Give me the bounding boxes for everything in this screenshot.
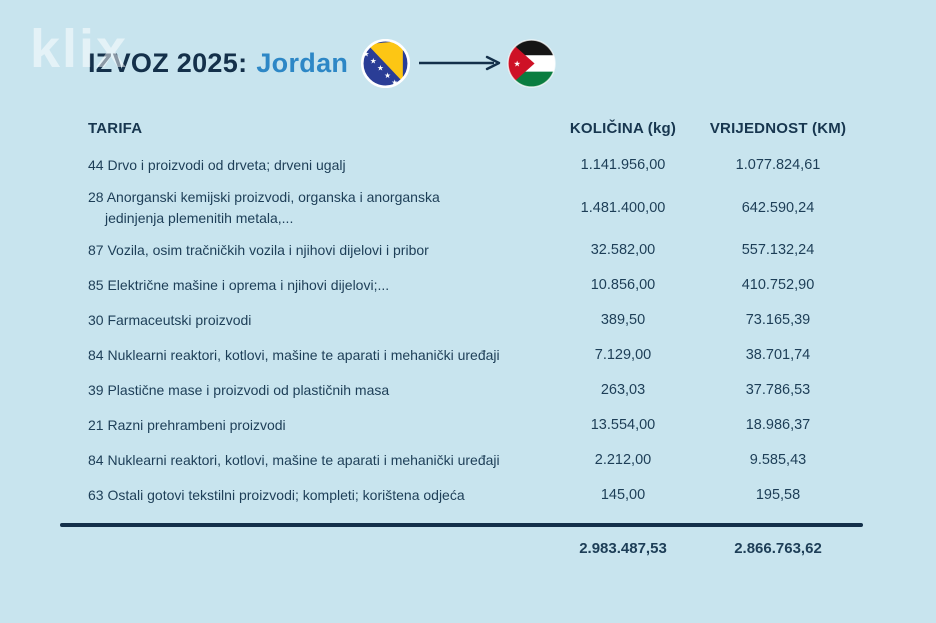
table-row: 85 Električne mašine i oprema i njihovi … bbox=[60, 268, 863, 303]
svg-text:★: ★ bbox=[514, 58, 521, 68]
tarifa-cell: 63 Ostali gotovi tekstilni proizvodi; ko… bbox=[88, 487, 465, 503]
column-header-tarifa: TARIFA bbox=[88, 119, 143, 137]
bosnia-herzegovina-flag-icon: ★ ★ ★ ★ ★ bbox=[361, 38, 411, 88]
tarifa-cell: 85 Električne mašine i oprema i njihovi … bbox=[88, 277, 390, 293]
kolicina-cell: 32.582,00 bbox=[590, 242, 656, 258]
tarifa-cell: 21 Razni prehrambeni proizvodi bbox=[88, 417, 286, 433]
vrijednost-cell: 18.986,37 bbox=[745, 417, 811, 433]
column-header-vrijednost: VRIJEDNOST (KM) bbox=[709, 119, 847, 137]
table-row: 63 Ostali gotovi tekstilni proizvodi; ko… bbox=[60, 478, 863, 513]
svg-text:★: ★ bbox=[391, 77, 398, 86]
total-kolicina: 2.983.487,53 bbox=[579, 540, 667, 557]
table-row: 84 Nuklearni reaktori, kotlovi, mašine t… bbox=[60, 443, 863, 478]
vrijednost-cell: 642.590,24 bbox=[741, 199, 815, 216]
total-vrijednost: 2.866.763,62 bbox=[734, 540, 822, 557]
vrijednost-cell: 557.132,24 bbox=[741, 242, 815, 258]
vrijednost-cell: 37.786,53 bbox=[745, 382, 811, 398]
arrow-right-icon bbox=[419, 55, 501, 71]
kolicina-cell: 1.141.956,00 bbox=[580, 157, 666, 173]
title-prefix: IZVOZ 2025: bbox=[88, 47, 248, 78]
header: IZVOZ 2025: Jordan ★ ★ ★ ★ ★ ★ bbox=[88, 38, 556, 88]
vrijednost-cell: 38.701,74 bbox=[745, 347, 811, 363]
table-row: 44 Drvo i proizvodi od drveta; drveni ug… bbox=[60, 148, 863, 183]
totals-divider-line bbox=[60, 523, 863, 527]
column-header-kolicina: KOLIČINA (kg) bbox=[569, 119, 677, 137]
kolicina-cell: 145,00 bbox=[600, 487, 646, 503]
kolicina-cell: 10.856,00 bbox=[590, 277, 656, 293]
kolicina-cell: 2.212,00 bbox=[594, 452, 652, 468]
page-title: IZVOZ 2025: Jordan bbox=[88, 48, 348, 79]
totals-row: 2.983.487,53 2.866.763,62 bbox=[60, 527, 863, 570]
table-row: 39 Plastične mase i proizvodi od plastič… bbox=[60, 373, 863, 408]
svg-text:★: ★ bbox=[384, 70, 391, 79]
tarifa-cell: 28 Anorganski kemijski proizvodi, organs… bbox=[88, 189, 440, 226]
svg-text:★: ★ bbox=[370, 56, 377, 65]
tarifa-cell: 44 Drvo i proizvodi od drveta; drveni ug… bbox=[88, 157, 346, 173]
table-row: 28 Anorganski kemijski proizvodi, organs… bbox=[60, 183, 863, 233]
kolicina-cell: 7.129,00 bbox=[594, 347, 652, 363]
kolicina-cell: 389,50 bbox=[600, 312, 646, 328]
vrijednost-cell: 9.585,43 bbox=[749, 452, 807, 468]
vrijednost-cell: 73.165,39 bbox=[745, 312, 811, 328]
vrijednost-cell: 410.752,90 bbox=[741, 277, 815, 293]
table-row: 87 Vozila, osim tračničkih vozila i njih… bbox=[60, 233, 863, 268]
table-header-row: TARIFA KOLIČINA (kg) VRIJEDNOST (KM) bbox=[60, 108, 863, 148]
svg-text:★: ★ bbox=[363, 49, 370, 58]
vrijednost-cell: 195,58 bbox=[755, 487, 801, 503]
export-table: TARIFA KOLIČINA (kg) VRIJEDNOST (KM) 44 … bbox=[60, 108, 863, 570]
tarifa-cell: 39 Plastične mase i proizvodi od plastič… bbox=[88, 382, 390, 398]
tarifa-cell: 84 Nuklearni reaktori, kotlovi, mašine t… bbox=[88, 347, 500, 363]
title-country: Jordan bbox=[256, 47, 349, 78]
vrijednost-cell: 1.077.824,61 bbox=[735, 157, 821, 173]
kolicina-cell: 13.554,00 bbox=[590, 417, 656, 433]
tarifa-cell: 84 Nuklearni reaktori, kotlovi, mašine t… bbox=[88, 452, 500, 468]
svg-text:★: ★ bbox=[377, 63, 384, 72]
tarifa-cell: 87 Vozila, osim tračničkih vozila i njih… bbox=[88, 242, 429, 258]
kolicina-cell: 1.481.400,00 bbox=[580, 199, 666, 216]
table-row: 84 Nuklearni reaktori, kotlovi, mašine t… bbox=[60, 338, 863, 373]
jordan-flag-icon: ★ bbox=[507, 38, 556, 88]
table-row: 30 Farmaceutski proizvodi 389,50 73.165,… bbox=[60, 303, 863, 338]
table-row: 21 Razni prehrambeni proizvodi 13.554,00… bbox=[60, 408, 863, 443]
kolicina-cell: 263,03 bbox=[600, 382, 646, 398]
tarifa-cell: 30 Farmaceutski proizvodi bbox=[88, 312, 252, 328]
